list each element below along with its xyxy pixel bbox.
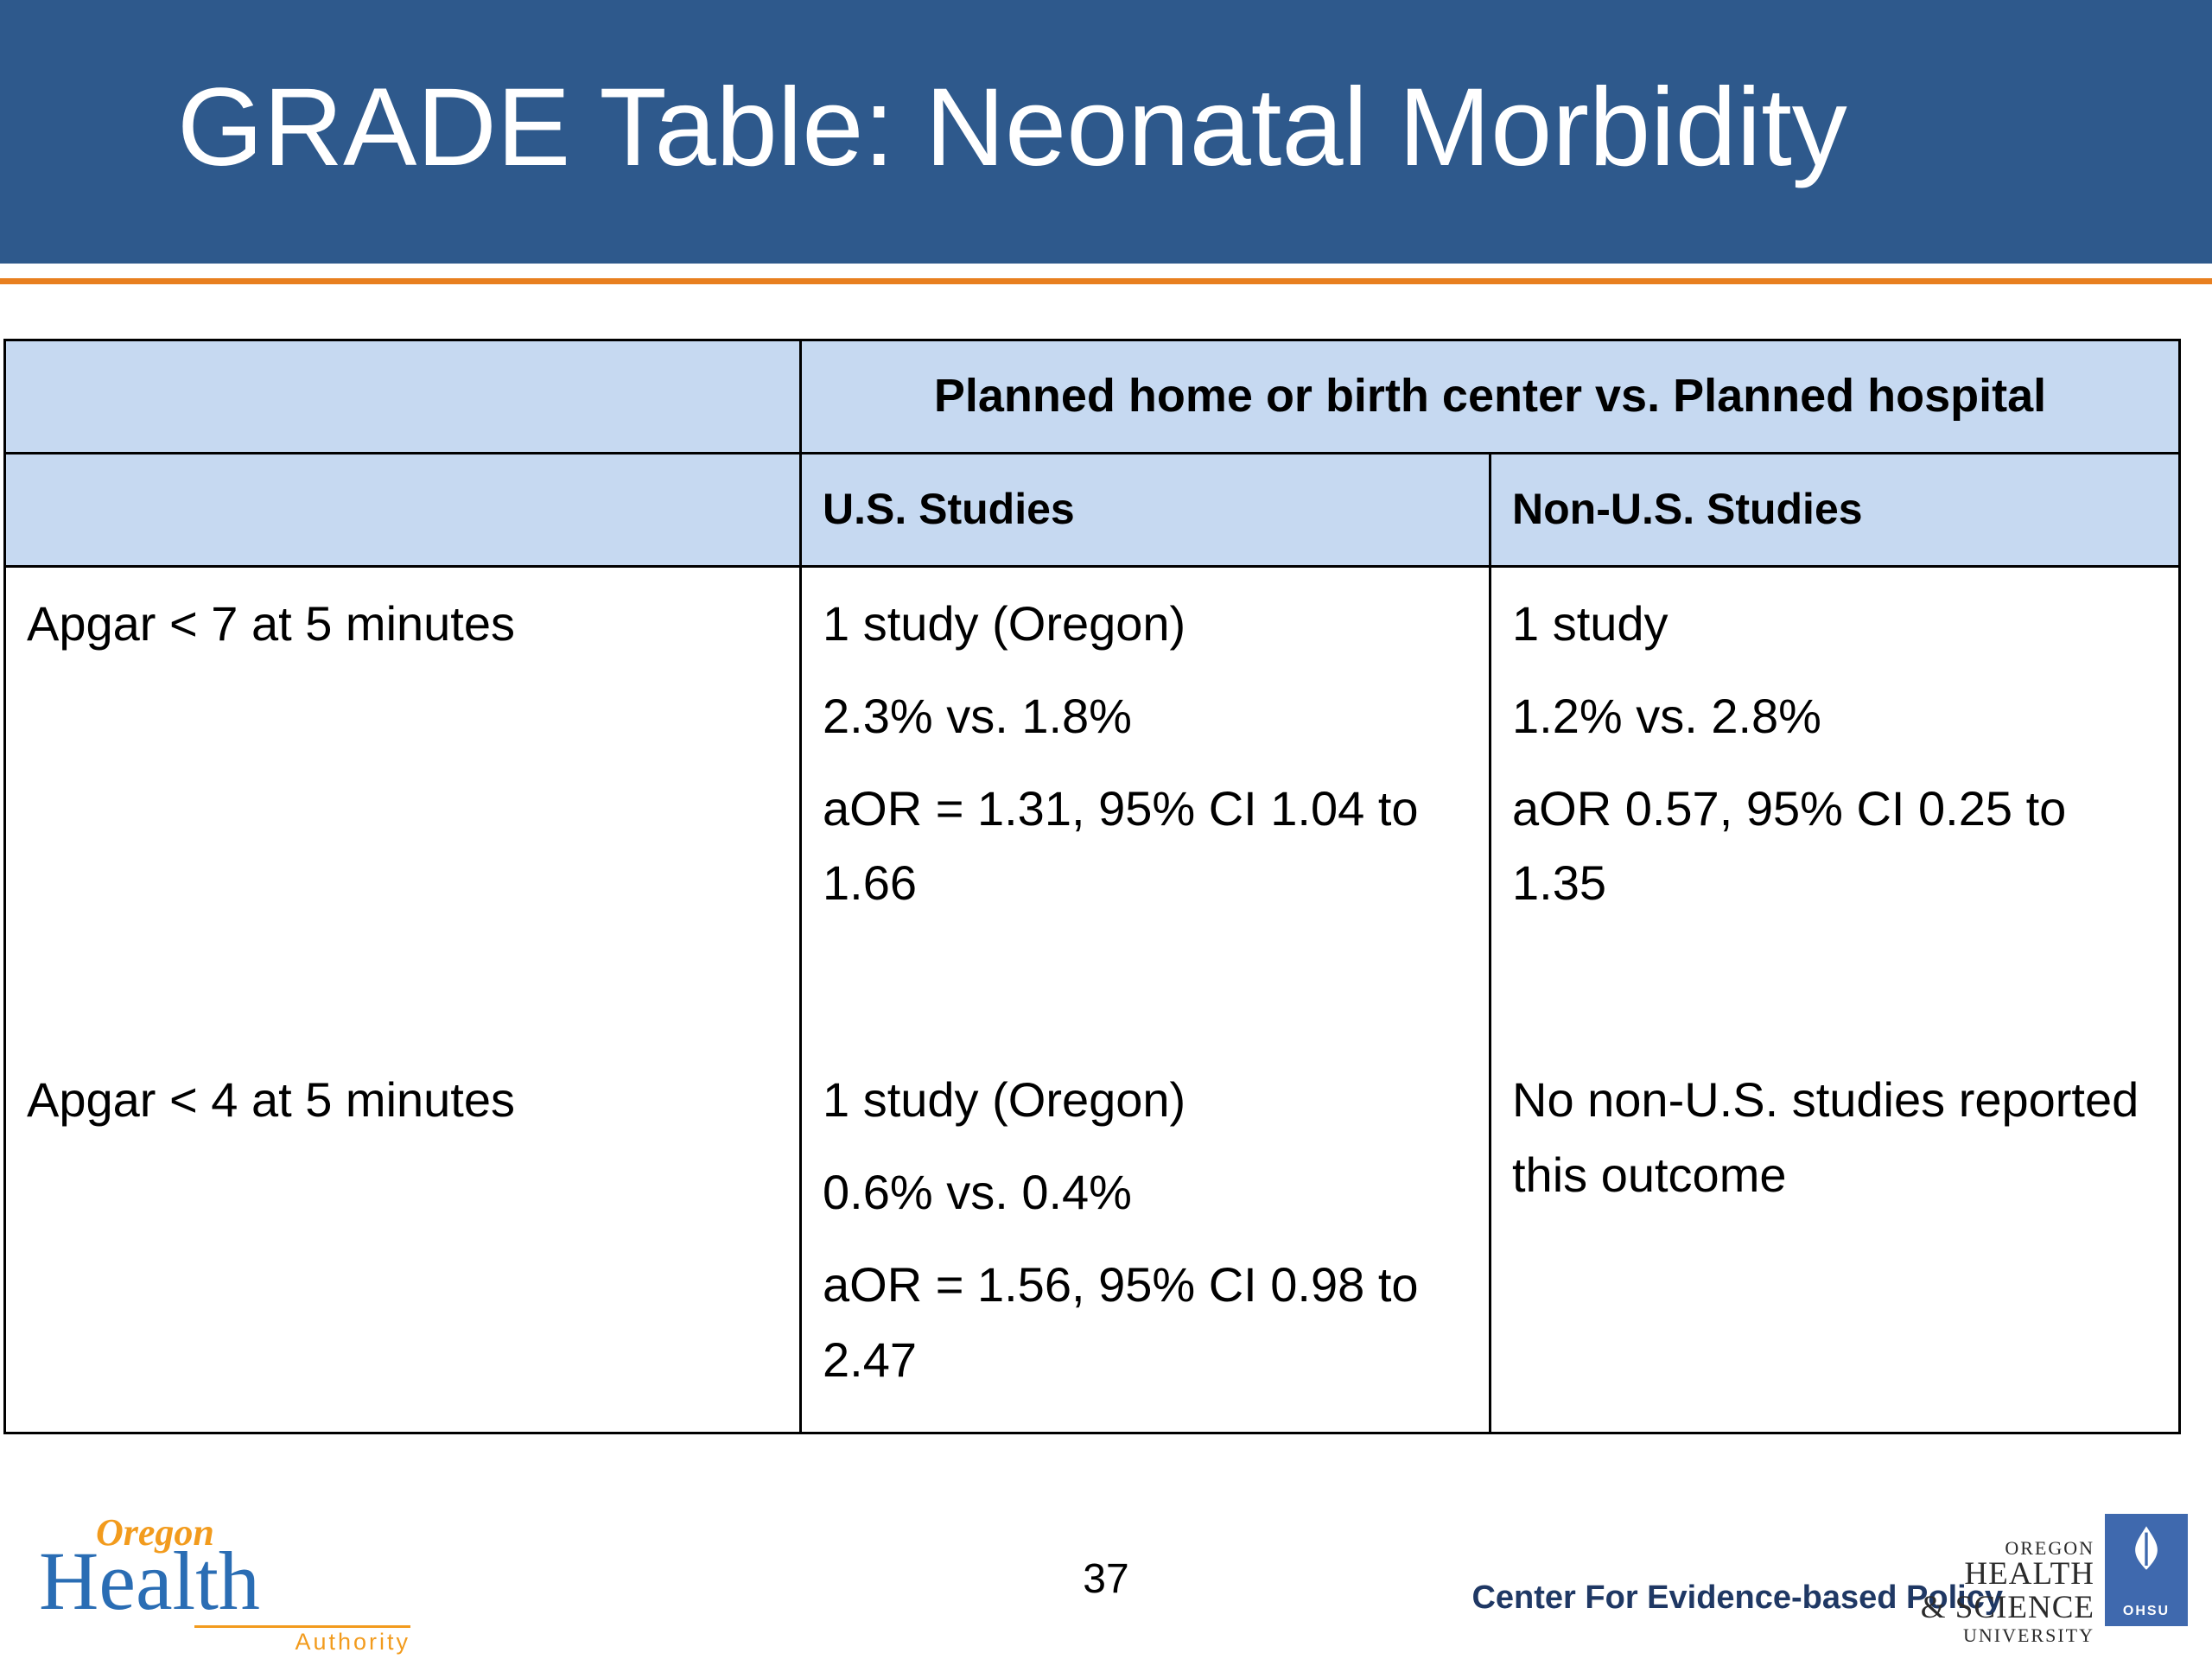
result-line: No non-U.S. studies reported this outcom… (1512, 1072, 2139, 1202)
row-label-cell: Apgar < 7 at 5 minutes (3, 565, 802, 1052)
ohsu-badge: OHSU (2105, 1514, 2188, 1626)
table-row-apgar4: Apgar < 4 at 5 minutes 1 study (Oregon) … (3, 1051, 2181, 1435)
accent-divider (0, 278, 2212, 284)
cebp-footer-text: Center For Evidence-based Policy (1471, 1580, 2003, 1616)
oha-health-text: Health (39, 1535, 260, 1627)
table-row-apgar7: Apgar < 7 at 5 minutes 1 study (Oregon) … (3, 565, 2181, 1052)
us-studies-header-cell: U.S. Studies (799, 452, 1491, 568)
result-line: 1.2% vs. 2.8% (1512, 688, 1821, 743)
ohsu-line-university: UNIVERSITY (1963, 1624, 2094, 1646)
result-line: aOR = 1.31, 95% CI 1.04 to 1.66 (823, 780, 1419, 911)
result-line: 1 study (Oregon) (823, 1072, 1186, 1128)
row-label: Apgar < 7 at 5 minutes (27, 596, 516, 651)
oha-oregon-text: Oregon (96, 1511, 214, 1554)
result-line: aOR = 1.56, 95% CI 0.98 to 2.47 (823, 1256, 1419, 1387)
table-corner-cell (3, 339, 802, 454)
us-result-cell: 1 study (Oregon) 0.6% vs. 0.4% aOR = 1.5… (799, 1051, 1491, 1435)
result-line: 1 study (1512, 596, 1669, 651)
table-corner-cell-2 (3, 452, 802, 568)
comparison-header-cell: Planned home or birth center vs. Planned… (799, 339, 2181, 454)
result-line: 0.6% vs. 0.4% (823, 1164, 1132, 1219)
non-us-result-cell: 1 study 1.2% vs. 2.8% aOR 0.57, 95% CI 0… (1489, 565, 2181, 1052)
slide-title: GRADE Table: Neonatal Morbidity (177, 66, 1847, 189)
non-us-result-cell: No non-U.S. studies reported this outcom… (1489, 1051, 2181, 1435)
ohsu-line-science: & SCIENCE (1920, 1589, 2094, 1625)
result-line: 2.3% vs. 1.8% (823, 688, 1132, 743)
oha-authority-text: Authority (194, 1624, 410, 1656)
oregon-health-authority-logo: Oregon Health Authority (39, 1514, 410, 1655)
row-label: Apgar < 4 at 5 minutes (27, 1072, 516, 1128)
grade-table: Planned home or birth center vs. Planned… (3, 339, 2181, 1435)
row-label-cell: Apgar < 4 at 5 minutes (3, 1051, 802, 1435)
ohsu-line-oregon: OREGON (2005, 1537, 2094, 1559)
ohsu-badge-label: OHSU (2122, 1604, 2171, 1618)
result-line: 1 study (Oregon) (823, 596, 1186, 651)
us-result-cell: 1 study (Oregon) 2.3% vs. 1.8% aOR = 1.3… (799, 565, 1491, 1052)
ohsu-line-health: HEALTH (1964, 1556, 2094, 1592)
ohsu-leaf-icon (2121, 1524, 2171, 1591)
table-span-header-row: Planned home or birth center vs. Planned… (3, 339, 2181, 454)
non-us-studies-header-cell: Non-U.S. Studies (1489, 452, 2181, 568)
ohsu-logo: OREGON HEALTH & SCIENCE UNIVERSITY OHSU (1921, 1514, 2188, 1645)
title-banner: GRADE Table: Neonatal Morbidity (0, 0, 2212, 264)
page-number: 37 (1083, 1556, 1129, 1602)
result-line: aOR 0.57, 95% CI 0.25 to 1.35 (1512, 780, 2067, 911)
ohsu-wordmark: OREGON HEALTH & SCIENCE UNIVERSITY (1921, 1514, 2094, 1645)
table-column-header-row: U.S. Studies Non-U.S. Studies (3, 452, 2181, 568)
